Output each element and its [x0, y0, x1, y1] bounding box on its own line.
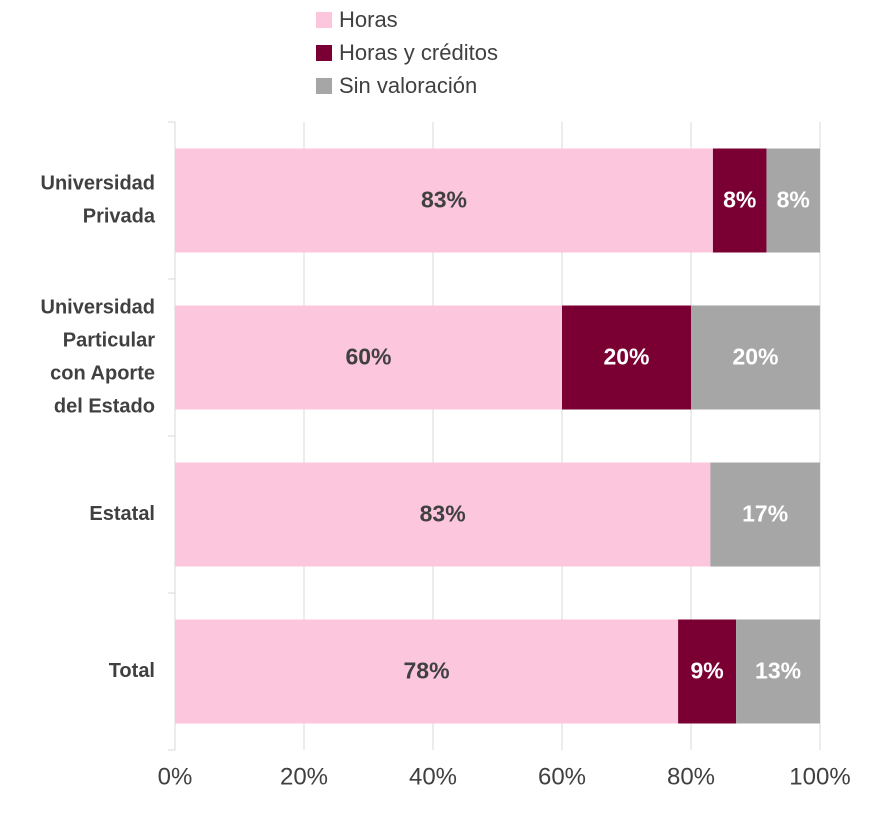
x-tick-label: 60% — [538, 763, 586, 790]
legend-label: Horas — [339, 7, 398, 32]
bar-segment — [175, 148, 713, 253]
legend-swatch — [316, 78, 332, 94]
bar-segment — [710, 462, 820, 567]
category-label: Total — [109, 660, 155, 682]
bar-segment — [736, 619, 820, 724]
legend-label: Horas y créditos — [339, 40, 498, 65]
category-label: Universidad — [41, 172, 155, 194]
data-label: 8% — [777, 187, 810, 213]
data-label: 83% — [421, 187, 467, 213]
data-label: 20% — [603, 344, 649, 370]
data-label: 60% — [345, 344, 391, 370]
data-label: 8% — [723, 187, 756, 213]
legend-swatch — [316, 12, 332, 28]
x-tick-label: 100% — [789, 763, 850, 790]
category-label: Privada — [83, 205, 156, 227]
bar-segment — [712, 148, 767, 253]
data-label: 13% — [755, 658, 801, 684]
bar-segment — [766, 148, 820, 253]
bar-segment — [562, 305, 691, 410]
category-label: del Estado — [54, 395, 155, 417]
data-label: 83% — [420, 501, 466, 527]
data-label: 17% — [742, 501, 788, 527]
bar-segment — [678, 619, 737, 724]
x-tick-label: 80% — [667, 763, 715, 790]
category-label: Universidad — [41, 296, 155, 318]
data-label: 9% — [691, 658, 724, 684]
x-tick-label: 0% — [158, 763, 193, 790]
legend-label: Sin valoración — [339, 73, 477, 98]
data-label: 20% — [732, 344, 778, 370]
category-label: Particular — [63, 329, 155, 351]
category-label: Estatal — [89, 503, 155, 525]
data-label: 78% — [404, 658, 450, 684]
bar-segment — [175, 619, 679, 724]
legend-swatch — [316, 45, 332, 61]
bar-segment — [175, 462, 711, 567]
x-tick-label: 40% — [409, 763, 457, 790]
x-tick-label: 20% — [280, 763, 328, 790]
category-label: con Aporte — [50, 362, 155, 384]
bar-segment — [175, 305, 562, 410]
bar-segment — [691, 305, 820, 410]
